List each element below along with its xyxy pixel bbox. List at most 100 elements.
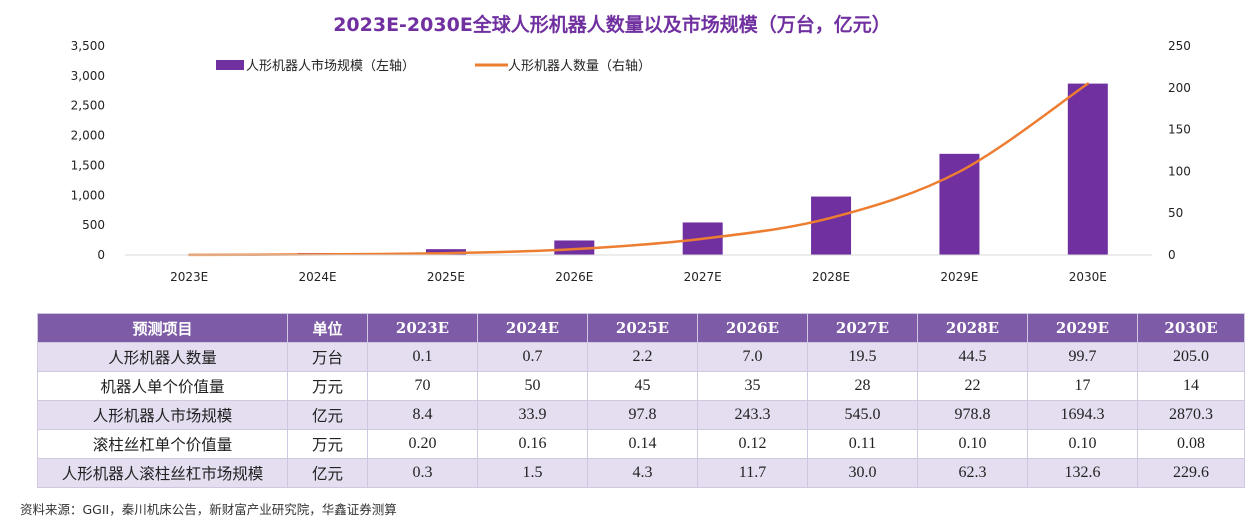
table-cell-unit: 万元: [287, 371, 368, 401]
table-header-cell: 2029E: [1027, 313, 1138, 343]
table-cell-num: 243.3: [697, 400, 808, 430]
table-cell-num: 0.14: [587, 429, 698, 459]
table-cell-num: 17: [1027, 371, 1138, 401]
table-cell-num: 30.0: [807, 458, 918, 488]
table-cell-label: 滚柱丝杠单个价值量: [37, 429, 288, 459]
table-header-cell: 2025E: [587, 313, 698, 343]
right-tick-label: 0: [1168, 248, 1176, 262]
table-row: 人形机器人市场规模 亿元 8.4 33.9 97.8 243.3 545.0 978.8 169…: [37, 400, 1245, 430]
table-cell-num: 0.3: [367, 458, 478, 488]
left-tick-label: 0: [97, 248, 105, 262]
x-tick-label: 2030E: [1069, 270, 1107, 284]
chart-title: 2023E-2030E全球人形机器人数量以及市场规模（万台，亿元）: [333, 13, 891, 36]
table-cell-num: 45: [587, 371, 698, 401]
x-axis: 2023E 2024E 2025E 2026E 2027E 2028E 2029E 2030E: [125, 254, 1152, 284]
table-cell-num: 99.7: [1027, 342, 1138, 372]
x-tick-label: 2027E: [684, 270, 722, 284]
right-tick-label: 100: [1168, 164, 1191, 178]
table-cell-num: 2870.3: [1137, 400, 1245, 430]
table-cell-num: 7.0: [697, 342, 808, 372]
table-cell-unit: 亿元: [287, 458, 368, 488]
legend-bar-label: 人形机器人市场规模（左轴）: [246, 58, 415, 74]
table-cell-num: 0.10: [1027, 429, 1138, 459]
table-cell-num: 1.5: [477, 458, 588, 488]
right-tick-label: 200: [1168, 81, 1191, 95]
bar-series: [169, 83, 1108, 256]
table-row: 人形机器人滚柱丝杠市场规模 亿元 0.3 1.5 4.3 11.7 30.0 62.3 132.…: [37, 458, 1245, 488]
left-tick-label: 1,000: [71, 188, 105, 202]
table-cell-num: 62.3: [917, 458, 1028, 488]
legend-bar-swatch: [216, 60, 244, 70]
table-cell-unit: 万元: [287, 429, 368, 459]
table-cell-num: 22: [917, 371, 1028, 401]
bar-2028E: [811, 196, 852, 255]
table-cell-num: 0.1: [367, 342, 478, 372]
left-tick-label: 3,000: [71, 69, 105, 83]
table-cell-label: 人形机器人滚柱丝杠市场规模: [37, 458, 288, 488]
table-header-row: 预测项目 单位 2023E 2024E 2025E 2026E 2027E 2028E 2029…: [37, 313, 1245, 343]
left-tick-label: 2,000: [71, 129, 105, 143]
table-header-cell: 2028E: [917, 313, 1028, 343]
right-tick-label: 50: [1168, 206, 1183, 220]
x-tick-label: 2023E: [170, 270, 208, 284]
table-cell-label: 机器人单个价值量: [37, 371, 288, 401]
table-cell-num: 2.2: [587, 342, 698, 372]
table-cell-num: 229.6: [1137, 458, 1245, 488]
table-cell-num: 132.6: [1027, 458, 1138, 488]
left-tick-label: 500: [82, 218, 105, 232]
left-y-axis: 0 500 1,000 1,500 2,000 2,500 3,000 3,500: [71, 39, 105, 262]
combo-chart: 2023E-2030E全球人形机器人数量以及市场规模（万台，亿元） 05001,…: [71, 13, 1191, 284]
x-tick-label: 2026E: [555, 270, 593, 284]
table-header-cell: 2024E: [477, 313, 588, 343]
forecast-table: 预测项目 单位 2023E 2024E 2025E 2026E 2027E 2028E 2029…: [37, 313, 1245, 488]
table-cell-num: 0.11: [807, 429, 918, 459]
table-cell-num: 0.20: [367, 429, 478, 459]
table-cell-num: 70: [367, 371, 478, 401]
quantity-line: [187, 82, 1090, 257]
table-row: 人形机器人数量 万台 0.1 0.7 2.2 7.0 19.5 44.5 99.7 205.0: [37, 342, 1245, 372]
x-tick-label: 2024E: [299, 270, 337, 284]
left-tick-label: 1,500: [71, 158, 105, 172]
table-cell-num: 33.9: [477, 400, 588, 430]
table-cell-num: 0.7: [477, 342, 588, 372]
line-series: [187, 82, 1090, 257]
legend-line-label: 人形机器人数量（右轴）: [508, 59, 651, 74]
table-cell-num: 14: [1137, 371, 1245, 401]
table-cell-num: 8.4: [367, 400, 478, 430]
x-tick-label: 2029E: [940, 270, 978, 284]
table-row: 机器人单个价值量 万元 70 50 45 35 28 22 17 14: [37, 371, 1245, 401]
table-cell-num: 545.0: [807, 400, 918, 430]
table-header-cell: 单位: [287, 313, 368, 343]
table-header-cell: 2023E: [367, 313, 478, 343]
table-cell-num: 35: [697, 371, 808, 401]
right-y-axis: 0 50 100 150 200 250: [1168, 39, 1191, 262]
table-cell-num: 4.3: [587, 458, 698, 488]
table-header-cell: 2030E: [1137, 313, 1245, 343]
table-cell-num: 28: [807, 371, 918, 401]
table-cell-num: 205.0: [1137, 342, 1245, 372]
table-cell-num: 97.8: [587, 400, 698, 430]
table-cell-num: 11.7: [697, 458, 808, 488]
table-cell-unit: 亿元: [287, 400, 368, 430]
table-header-cell: 预测项目: [37, 313, 288, 343]
table-header-cell: 2026E: [697, 313, 808, 343]
table-cell-num: 0.16: [477, 429, 588, 459]
right-tick-label: 250: [1168, 39, 1191, 53]
bar-2029E: [939, 153, 980, 255]
table-cell-num: 978.8: [917, 400, 1028, 430]
table-cell-num: 1694.3: [1027, 400, 1138, 430]
table-cell-num: 0.10: [917, 429, 1028, 459]
left-tick-label: 2,500: [71, 99, 105, 113]
table-cell-label: 人形机器人数量: [37, 342, 288, 372]
table-cell-label: 人形机器人市场规模: [37, 400, 288, 430]
source-note: 资料来源：GGII，秦川机床公告，新财富产业研究院，华鑫证券测算: [20, 502, 397, 517]
table-cell-unit: 万台: [287, 342, 368, 372]
table-cell-num: 44.5: [917, 342, 1028, 372]
table-cell-num: 50: [477, 371, 588, 401]
legend: 人形机器人市场规模（左轴） 人形机器人数量（右轴）: [216, 58, 651, 74]
table-row: 滚柱丝杠单个价值量 万元 0.20 0.16 0.14 0.12 0.11 0.10 0.10 0…: [37, 429, 1245, 459]
right-tick-label: 150: [1168, 123, 1191, 137]
x-tick-label: 2025E: [427, 270, 465, 284]
x-tick-label: 2028E: [812, 270, 850, 284]
table-cell-num: 0.08: [1137, 429, 1245, 459]
